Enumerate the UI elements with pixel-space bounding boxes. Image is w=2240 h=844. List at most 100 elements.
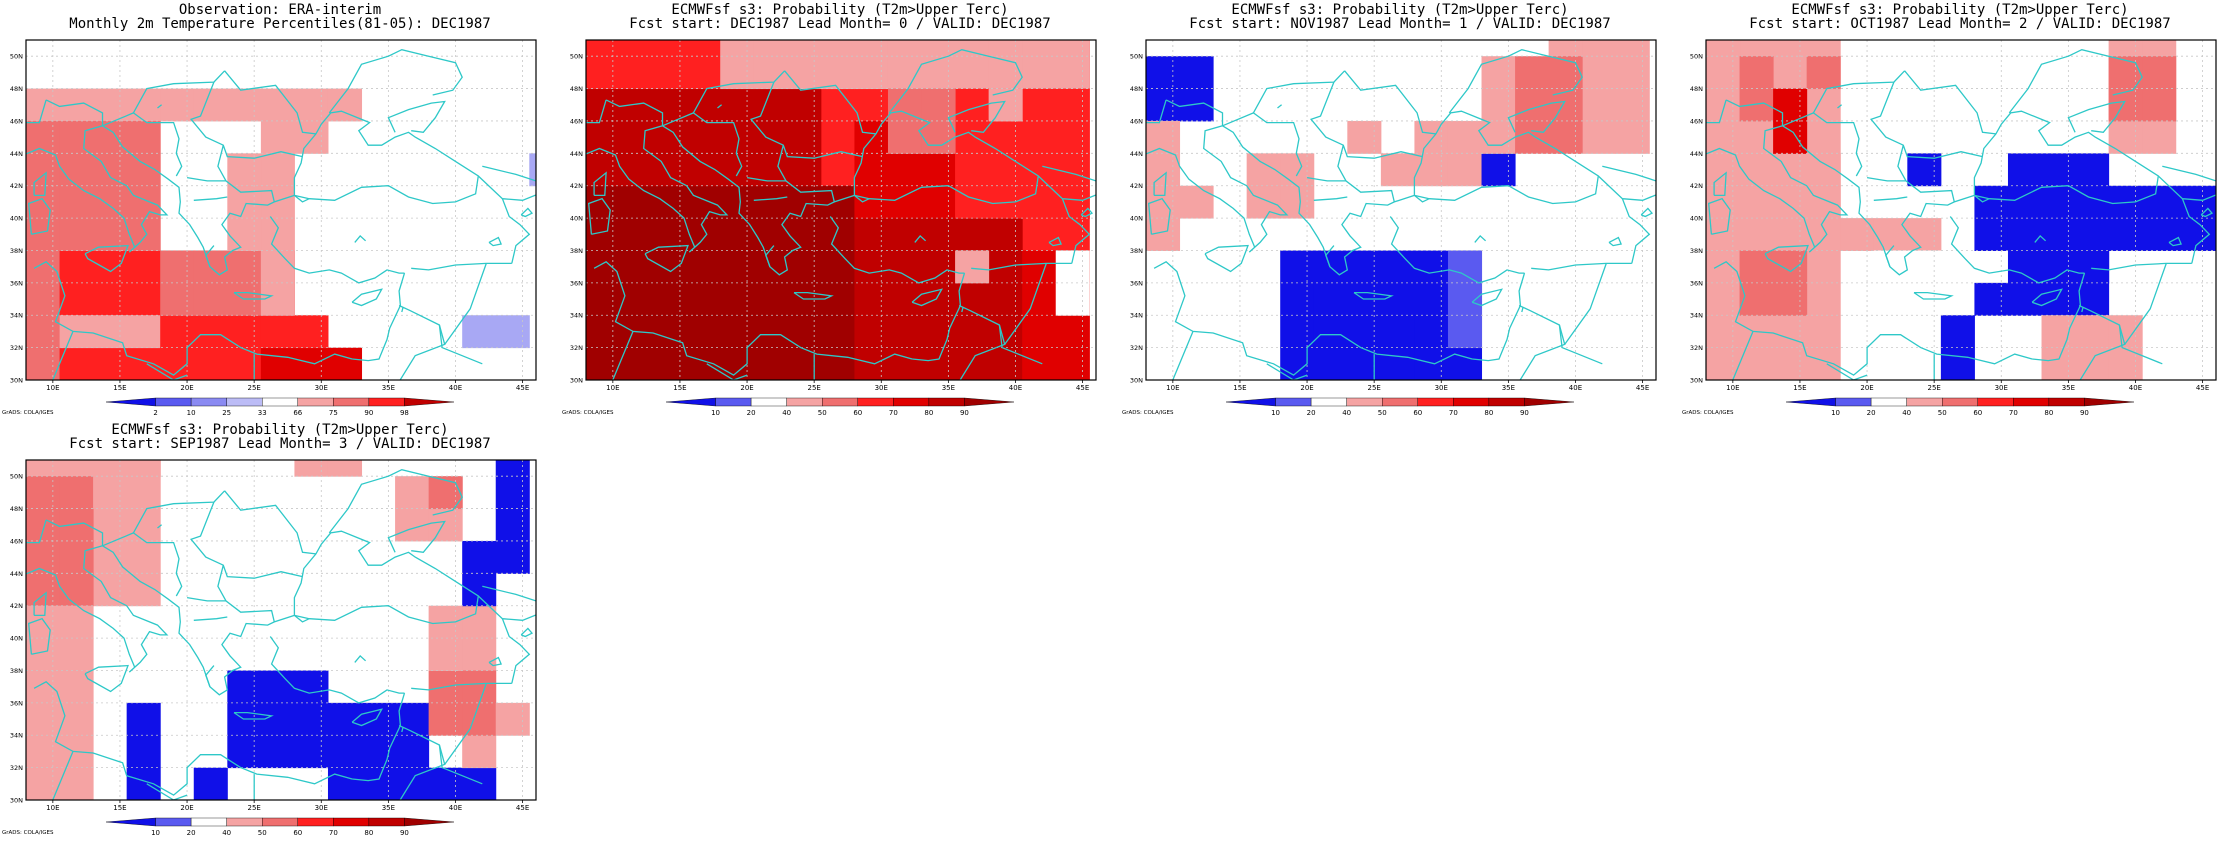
field-cell — [1313, 282, 1348, 316]
field-cell — [1481, 56, 1516, 90]
lat-tick-label: 46N — [1130, 117, 1143, 125]
coastline-path — [549, 590, 560, 682]
lon-tick-label: 10E — [1726, 384, 1739, 392]
lat-tick-label: 34N — [1130, 312, 1143, 320]
field-cell — [921, 88, 956, 122]
field-cell — [1380, 315, 1415, 349]
coastline-path — [1812, 70, 1906, 114]
lat-tick-label: 44N — [10, 570, 23, 578]
field-cell — [1773, 120, 1808, 154]
coastline-path — [1080, 207, 1094, 218]
colorbar-swatch — [928, 397, 965, 407]
field-cell — [495, 508, 530, 542]
colorbar-swatch — [1835, 397, 1872, 407]
lat-tick-label: 38N — [10, 667, 23, 675]
field-cell — [686, 120, 721, 154]
coastline-path — [914, 234, 927, 243]
coastline-path — [1344, 70, 1436, 135]
field-cell — [854, 218, 889, 251]
field-cell — [653, 153, 688, 187]
field-cell — [59, 250, 94, 284]
field-cell — [93, 88, 128, 122]
coastline-path — [1146, 99, 1167, 124]
field-cell — [854, 153, 889, 187]
coastline-path — [1708, 197, 1731, 235]
coastline-path — [2124, 263, 2167, 345]
field-cell — [686, 315, 721, 349]
colorbar-swatch — [822, 397, 858, 407]
field-cell — [26, 638, 61, 671]
field-cell — [955, 282, 990, 316]
panel-title-line1: ECMWFsf s3: Probability (T2m>Upper Terc) — [1791, 2, 2129, 18]
lat-tick-label: 40N — [1130, 215, 1143, 223]
coastline-path — [132, 70, 226, 114]
coastline-path — [2118, 324, 2163, 365]
field-cell — [787, 88, 822, 122]
coastline-path — [1153, 171, 1167, 197]
field-cell — [887, 347, 923, 380]
field-cell — [1055, 347, 1090, 380]
lat-tick-label: 42N — [10, 602, 23, 610]
lon-tick-label: 40E — [449, 804, 462, 812]
field-cell — [395, 702, 430, 736]
field-cell — [260, 347, 295, 380]
field-cell — [619, 282, 654, 316]
field-cell — [955, 315, 990, 349]
field-cell — [227, 347, 262, 380]
field-cell — [1146, 88, 1181, 122]
field-cell — [59, 767, 94, 800]
field-cell — [619, 56, 654, 90]
coastline-path — [586, 99, 607, 124]
colorbar-swatch — [857, 397, 894, 407]
coastline-path — [501, 198, 531, 264]
coastline-path — [593, 261, 913, 376]
shaded-field — [1706, 40, 2216, 380]
field-cell — [93, 460, 128, 477]
coastline-path — [1507, 100, 1566, 133]
field-cell — [462, 605, 497, 639]
field-cell — [988, 120, 1023, 154]
field-cell — [26, 120, 61, 154]
lat-tick-label: 48N — [10, 505, 23, 513]
shaded-field — [586, 40, 1090, 380]
field-cell — [26, 88, 61, 122]
field-cell — [887, 282, 923, 316]
coastline-path — [549, 170, 560, 262]
field-cell — [327, 767, 363, 800]
colorbar-swatch — [715, 397, 752, 407]
field-cell — [1806, 250, 1841, 284]
field-cell — [1873, 282, 1908, 316]
field-cell — [1022, 347, 1057, 380]
field-cell — [26, 702, 61, 736]
field-cell — [2075, 315, 2110, 349]
field-cell — [93, 153, 128, 187]
coastline-path — [398, 724, 446, 800]
field-cell — [1840, 218, 1875, 251]
coastline-path — [157, 104, 162, 109]
field-cell — [193, 315, 228, 349]
lon-tick-label: 35E — [382, 804, 395, 812]
coastline-path — [644, 244, 689, 273]
field-cell — [160, 282, 195, 316]
coastline-path — [1309, 81, 1423, 159]
colorbar-label: 50 — [1938, 409, 1947, 417]
coastlines — [586, 49, 1096, 380]
lat-tick-label: 40N — [1690, 215, 1703, 223]
lon-tick-label: 25E — [807, 384, 820, 392]
field-cell — [260, 120, 295, 154]
colorbar-swatch — [1310, 397, 1347, 407]
field-cell — [1380, 250, 1415, 284]
colorbar-label: 90 — [364, 409, 373, 417]
field-cell — [1548, 40, 1583, 57]
coastline-path — [1277, 104, 1282, 109]
field-cell — [820, 40, 855, 57]
colorbar-swatch — [262, 817, 298, 827]
field-cell — [2007, 153, 2043, 187]
field-cell — [1515, 120, 1550, 154]
field-cell — [2075, 218, 2110, 251]
field-cell — [260, 250, 295, 284]
lon-tick-label: 25E — [247, 804, 260, 812]
colorbar-label: 10 — [1831, 409, 1840, 417]
coastline-path — [588, 197, 611, 235]
coastline-path — [146, 783, 188, 800]
